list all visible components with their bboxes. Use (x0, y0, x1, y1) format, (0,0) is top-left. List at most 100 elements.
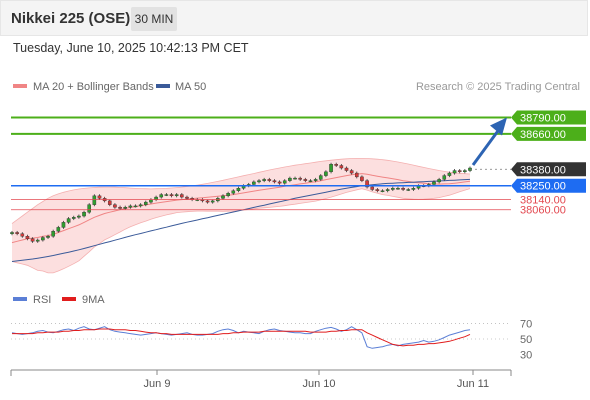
level-tag-38380.00 (511, 162, 586, 177)
candle-body (92, 195, 97, 205)
candle-body (107, 200, 112, 205)
level-label-38660.00: 38660.00 (520, 129, 566, 141)
candle-body (298, 177, 302, 180)
candle-body (30, 238, 35, 242)
x-tick-label: Jun 11 (457, 378, 489, 390)
legend-ma20-label: MA 20 + Bollinger Bands (33, 81, 154, 93)
rsi-plot: 70 50 30 (11, 319, 532, 361)
candle-body (174, 194, 179, 197)
legend-ma50-swatch (156, 84, 170, 88)
candle-body (288, 177, 292, 181)
price-levels: 38790.00 38660.00 38380.00 38250.00 38140.00… (11, 110, 586, 217)
rsi-tick-30: 30 (520, 349, 532, 361)
candle-body (303, 179, 308, 181)
candle-body (236, 188, 241, 191)
candle-body (349, 170, 354, 174)
candle-body (41, 237, 45, 241)
candle-body (411, 188, 416, 190)
candle-body (51, 230, 55, 237)
candle-body (257, 180, 261, 183)
candle-body (452, 170, 457, 174)
candle-body (118, 206, 122, 209)
rsi-ma-line (12, 328, 471, 347)
candle-body (185, 196, 189, 199)
candle-body (318, 175, 323, 180)
level-tag-38660.00 (511, 126, 586, 141)
candle-body (56, 227, 61, 232)
ma20-line (11, 173, 471, 244)
candle-body (277, 181, 282, 184)
level-tag-38250.00 (511, 178, 586, 193)
candle-body (169, 194, 174, 197)
candle-body (77, 215, 81, 218)
candle-body (20, 233, 25, 237)
candle-body (164, 194, 169, 196)
candle-body (262, 179, 266, 181)
candle-body (396, 188, 400, 190)
legend-rsi-swatch (13, 297, 27, 301)
forecast-arrow-shaft (471, 128, 501, 166)
candle-body (370, 186, 375, 190)
candle-body (447, 172, 452, 176)
candle-body (463, 170, 467, 173)
candle-body (15, 232, 19, 234)
bb-upper-line (11, 157, 471, 224)
candle-body (133, 205, 138, 208)
candle-body (385, 189, 390, 191)
candle-body (138, 204, 143, 207)
candle-body (391, 188, 395, 190)
rsi-tick-70: 70 (520, 319, 532, 331)
candle-body (123, 206, 128, 209)
candle-body (25, 236, 30, 239)
credit: Research © 2025 Trading Central (416, 81, 580, 93)
candle-body (432, 181, 436, 185)
candle-body (97, 195, 102, 199)
x-tick-label: Jun 10 (302, 378, 335, 390)
candle-body (329, 164, 333, 173)
candle-body (334, 164, 339, 166)
candle-body (354, 172, 359, 178)
x-tick-label: Jun 9 (144, 378, 171, 390)
candle-body (339, 165, 344, 169)
candle-body (282, 180, 287, 184)
candle-body (10, 232, 14, 234)
forecast-arrow-head (490, 117, 507, 136)
candle-body (143, 201, 148, 205)
candle-body (205, 200, 210, 203)
candle-body (159, 194, 164, 198)
candle-body (87, 204, 91, 213)
legend-9ma-label: 9MA (82, 294, 105, 306)
candle-body (113, 204, 117, 208)
level-tag-38790.00 (511, 110, 586, 125)
candle-body (293, 177, 297, 180)
legend-ma50-label: MA 50 (175, 81, 206, 93)
candle-body (442, 175, 447, 180)
chart-header: Nikkei 225 (OSE) 30 MIN (0, 0, 588, 36)
candle-body (180, 194, 184, 198)
level-label-38140.00: 38140.00 (520, 195, 566, 207)
timestamp: Tuesday, June 10, 2025 10:42:13 PM CET (13, 41, 249, 55)
candle-body (380, 190, 385, 192)
price-plot (10, 157, 472, 274)
ma50-line (11, 178, 471, 262)
level-label-38790.00: 38790.00 (520, 112, 566, 124)
candle-body (344, 167, 349, 171)
legend-rsi-label: RSI (33, 294, 51, 306)
candle-body (406, 189, 411, 191)
candle-body (360, 176, 364, 181)
candle-body (252, 181, 256, 185)
candle-body (35, 239, 40, 242)
candle-body (365, 180, 369, 188)
timeframe-button[interactable]: 30 MIN (131, 7, 177, 31)
instrument-title: Nikkei 225 (OSE) (11, 10, 131, 27)
candle-body (66, 218, 71, 223)
candle-body (61, 222, 66, 228)
candle-body (313, 179, 318, 181)
candle-body (231, 190, 236, 194)
candle-body (375, 189, 380, 191)
candle-body (71, 217, 76, 219)
candle-body (210, 200, 215, 203)
candle-body (226, 193, 230, 197)
level-label-38250.00: 38250.00 (520, 181, 566, 193)
